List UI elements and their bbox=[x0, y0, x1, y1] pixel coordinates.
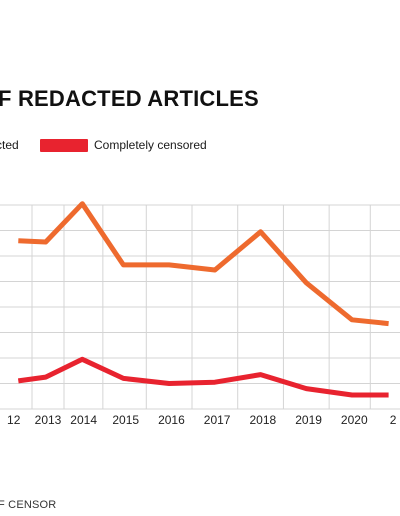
x-tick-label: 2014 bbox=[70, 413, 97, 427]
x-tick-label: 2019 bbox=[295, 413, 322, 427]
x-tick-label: 2015 bbox=[112, 413, 139, 427]
legend-label-completely: Completely censored bbox=[94, 138, 207, 152]
legend-item-partially: cted bbox=[0, 136, 19, 154]
x-tick-label: 2016 bbox=[158, 413, 185, 427]
chart-title: F REDACTED ARTICLES bbox=[0, 86, 259, 111]
legend-item-completely: Completely censored bbox=[40, 136, 207, 154]
x-tick-label: 2 bbox=[390, 413, 397, 427]
series-line-completely bbox=[17, 356, 389, 398]
x-tick-label: 2017 bbox=[204, 413, 231, 427]
x-tick-label: 2013 bbox=[35, 413, 62, 427]
x-tick-label: 2018 bbox=[250, 413, 277, 427]
x-tick-label: 12 bbox=[7, 413, 21, 427]
source-note: F CENSOR bbox=[0, 499, 57, 511]
legend-swatch-completely bbox=[40, 138, 88, 152]
series-line-partially bbox=[18, 201, 389, 327]
legend-label-partially: cted bbox=[0, 138, 19, 152]
chart-legend: cted Completely censored bbox=[0, 136, 400, 154]
x-tick-label: 2020 bbox=[341, 413, 368, 427]
